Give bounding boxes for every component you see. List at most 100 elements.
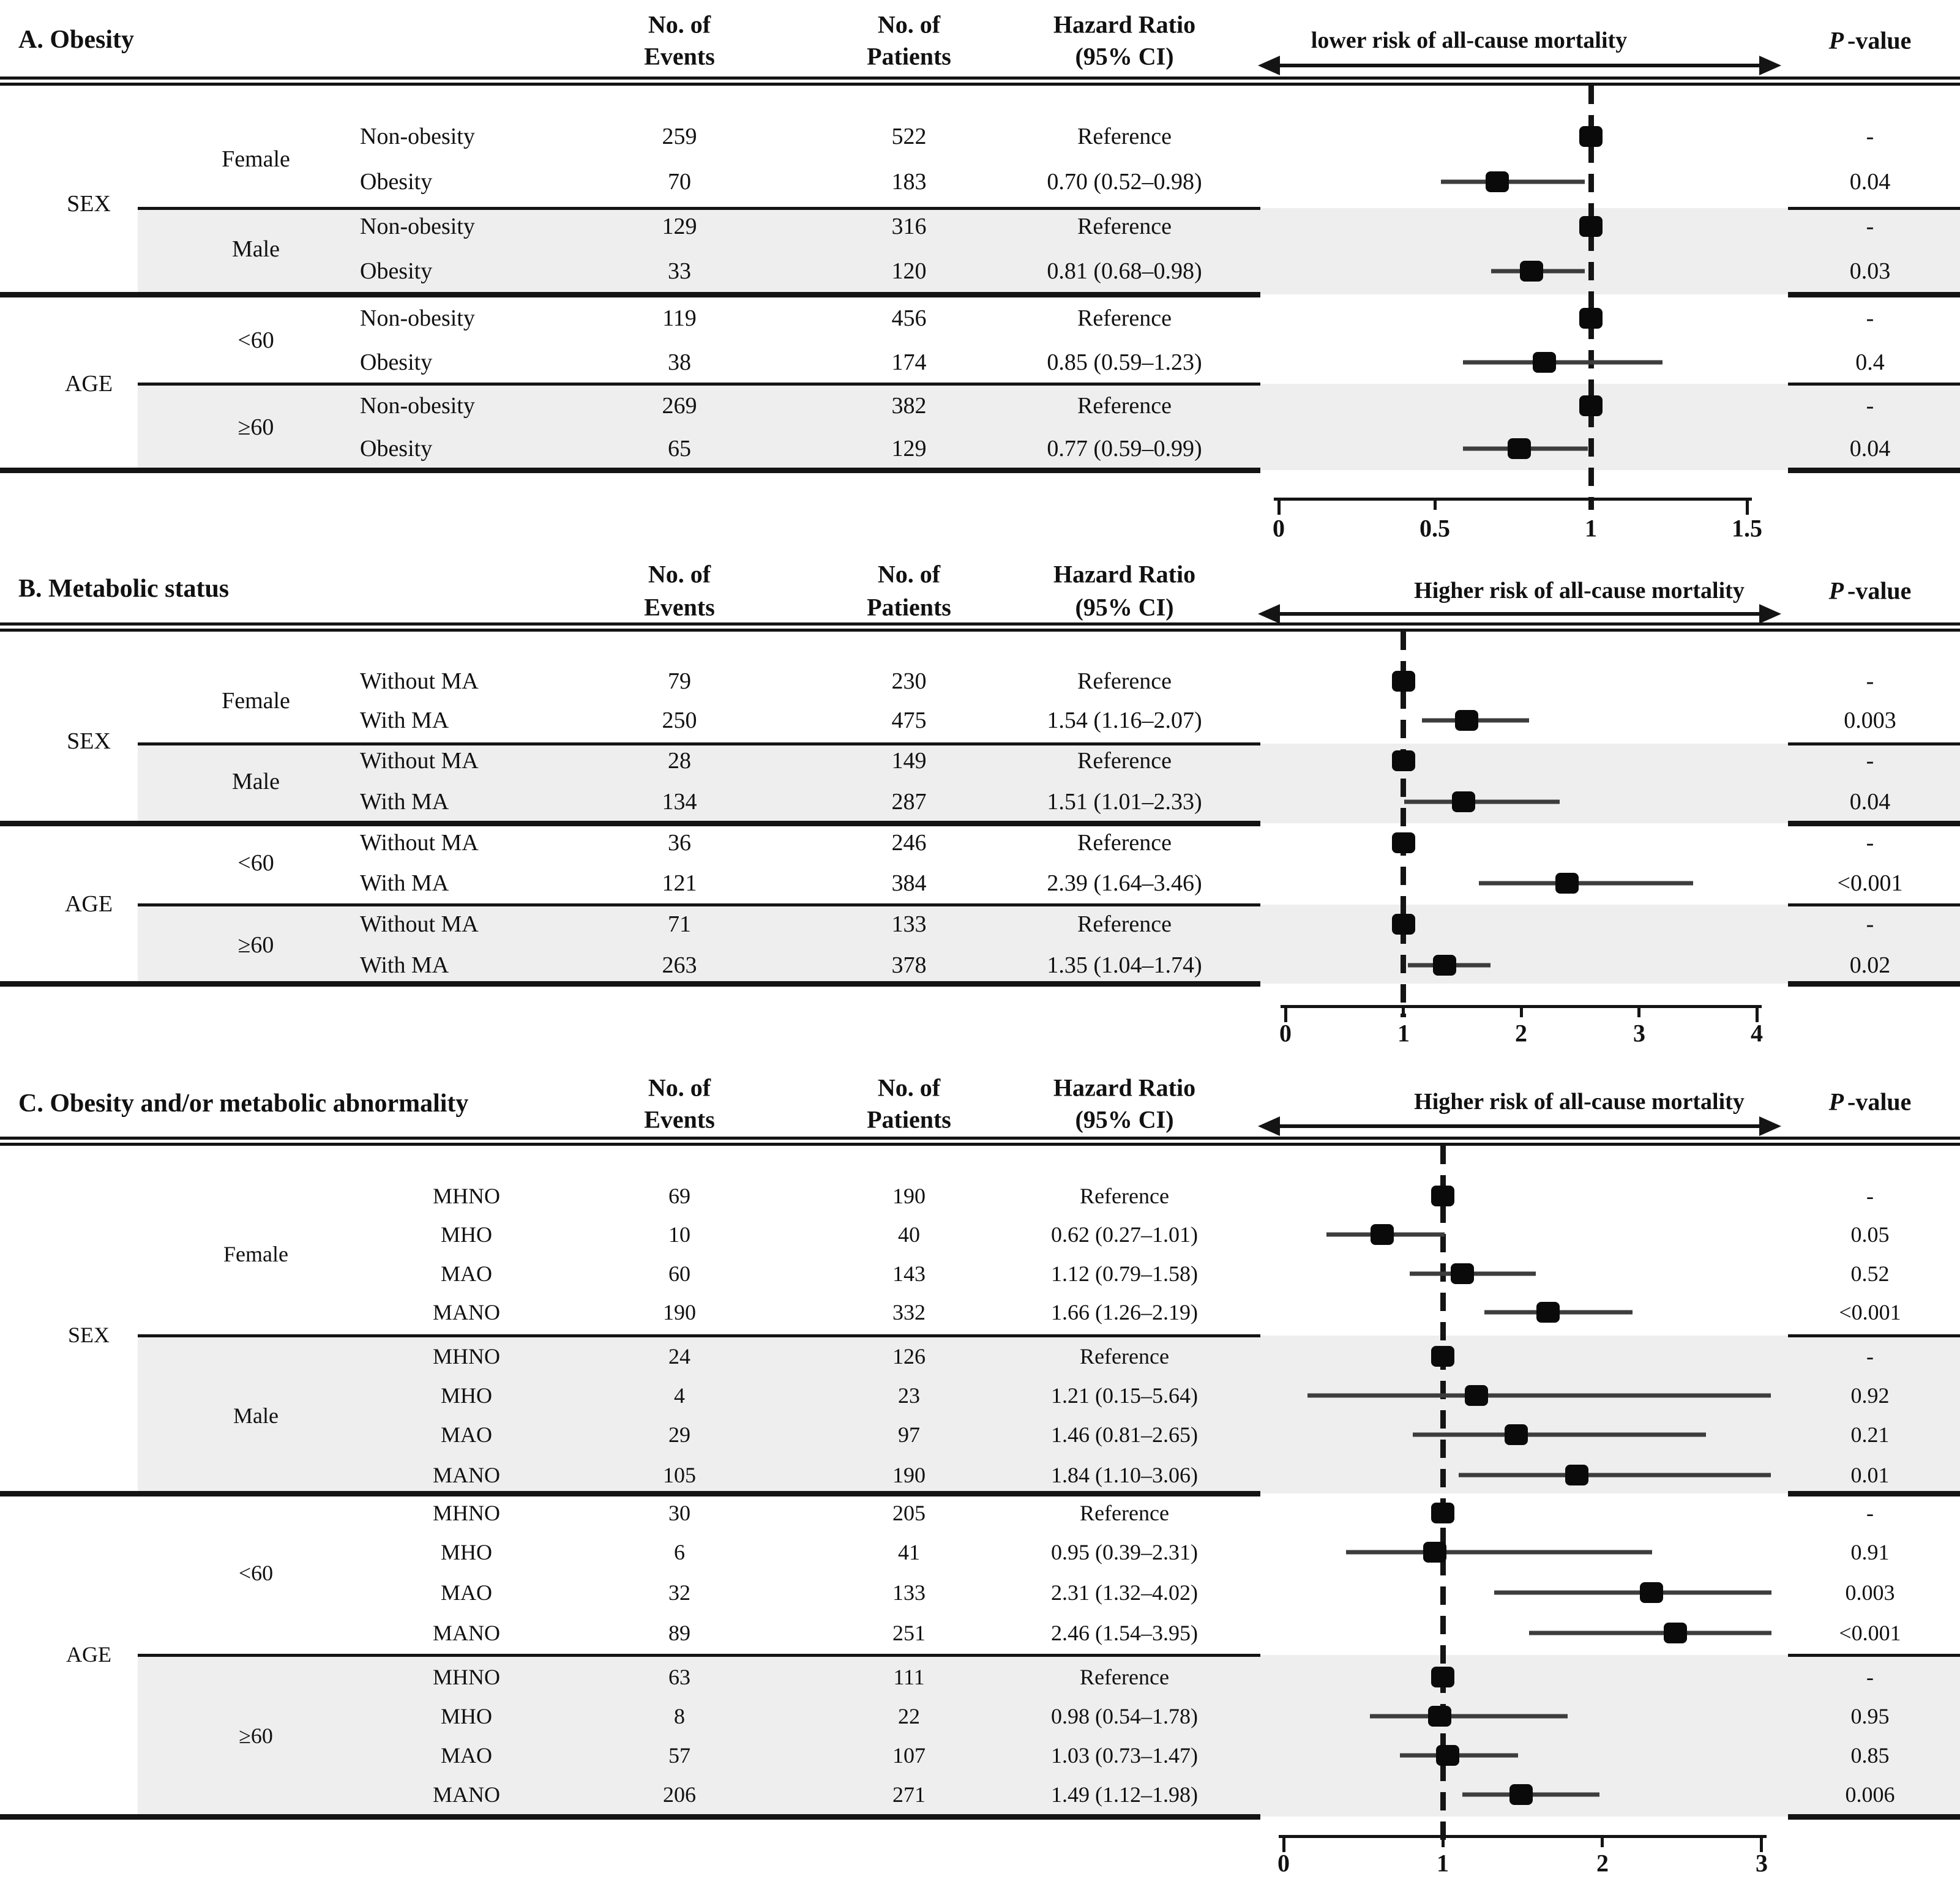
- column-header-events-line2: Events: [644, 1105, 715, 1134]
- hazard-ratio-value: 1.66 (1.26–2.19): [1051, 1300, 1198, 1324]
- hazard-ratio-value: Reference: [1077, 393, 1172, 419]
- patients-value: 384: [891, 870, 927, 896]
- divider-line: [138, 903, 1260, 906]
- divider-line: [1788, 468, 1960, 473]
- header-divider: [0, 1137, 1960, 1146]
- column-header-hazard-ratio-line1: Hazard Ratio: [1053, 560, 1196, 588]
- column-header-patients-line2: Patients: [867, 42, 951, 70]
- arm-label: With MA: [360, 789, 449, 815]
- risk-direction-label: Higher risk of all-cause mortality: [1414, 1089, 1745, 1115]
- category-label: AGE: [64, 891, 113, 917]
- forest-marker: [1452, 791, 1475, 812]
- patients-value: 183: [891, 169, 927, 195]
- forest-marker: [1536, 1302, 1560, 1323]
- events-value: 119: [662, 305, 697, 331]
- hazard-ratio-value: 0.70 (0.52–0.98): [1047, 169, 1202, 195]
- p-value: 0.85: [1850, 1743, 1890, 1768]
- patients-value: 475: [891, 708, 927, 733]
- p-value: -: [1866, 911, 1874, 937]
- axis-tick-label: 0: [1273, 514, 1285, 542]
- patients-value: 174: [891, 349, 927, 375]
- events-value: 57: [668, 1743, 690, 1768]
- header-divider: [0, 77, 1960, 86]
- ci-whisker: [1404, 799, 1560, 804]
- arrow-left-icon: [1258, 604, 1280, 624]
- category-label: SEX: [67, 728, 111, 754]
- axis-tick-label: 0: [1277, 1849, 1290, 1877]
- arrow-left-icon: [1258, 56, 1280, 75]
- axis-tick-label: 0.5: [1420, 514, 1450, 542]
- arm-label: Non-obesity: [360, 214, 475, 239]
- events-value: 134: [662, 789, 697, 815]
- p-value: 0.91: [1850, 1540, 1890, 1564]
- axis-line: [1279, 1835, 1767, 1838]
- p-value: <0.001: [1839, 1300, 1901, 1324]
- events-value: 71: [668, 911, 691, 937]
- panel-title: C. Obesity and/or metabolic abnormality: [18, 1089, 469, 1118]
- divider-line: [0, 292, 1260, 297]
- events-value: 105: [663, 1463, 696, 1487]
- p-value: -: [1866, 1501, 1874, 1525]
- risk-direction-label: lower risk of all-cause mortality: [1311, 28, 1628, 53]
- hazard-ratio-value: Reference: [1077, 830, 1172, 856]
- forest-marker: [1431, 1186, 1454, 1206]
- forest-marker: [1664, 1623, 1687, 1643]
- patients-value: 107: [892, 1743, 926, 1768]
- patients-value: 126: [892, 1344, 926, 1369]
- patients-value: 41: [898, 1540, 920, 1564]
- axis-tick: [1746, 498, 1749, 515]
- hazard-ratio-value: 0.98 (0.54–1.78): [1051, 1704, 1198, 1728]
- axis-line: [1274, 498, 1752, 501]
- p-value-header-rest: -value: [1847, 1088, 1912, 1116]
- p-value: -: [1866, 393, 1874, 419]
- events-value: 69: [668, 1184, 690, 1208]
- ci-whisker: [1529, 1631, 1771, 1635]
- events-value: 24: [668, 1344, 690, 1369]
- ci-whisker: [1494, 1590, 1771, 1595]
- p-value: 0.03: [1849, 258, 1891, 284]
- divider-line: [0, 1814, 1260, 1820]
- forest-marker: [1505, 1424, 1528, 1445]
- arm-label: MAO: [440, 1261, 493, 1286]
- events-value: 129: [662, 214, 697, 239]
- p-value: 0.05: [1850, 1222, 1890, 1247]
- ci-whisker: [1479, 881, 1693, 886]
- arm-label: MANO: [432, 1463, 501, 1487]
- p-value: -: [1866, 1665, 1874, 1689]
- forest-marker: [1579, 308, 1603, 329]
- row-shading: [138, 1655, 1960, 1817]
- p-value: 0.006: [1845, 1782, 1895, 1807]
- axis-tick: [1760, 1835, 1763, 1852]
- column-header-patients-line2: Patients: [867, 1105, 951, 1134]
- arm-label: Non-obesity: [360, 124, 475, 149]
- events-value: 4: [674, 1383, 685, 1408]
- column-header-hazard-ratio-line1: Hazard Ratio: [1053, 10, 1196, 39]
- arm-label: Without MA: [360, 668, 479, 694]
- hazard-ratio-value: Reference: [1077, 668, 1172, 694]
- axis-tick: [1520, 1005, 1523, 1017]
- hazard-ratio-value: 1.21 (0.15–5.64): [1051, 1383, 1198, 1408]
- divider-line: [138, 1334, 1260, 1337]
- patients-value: 22: [898, 1704, 920, 1728]
- hazard-ratio-value: Reference: [1080, 1344, 1169, 1369]
- events-value: 28: [668, 748, 691, 774]
- p-value: 0.95: [1850, 1704, 1890, 1728]
- arm-label: With MA: [360, 952, 449, 978]
- events-value: 259: [662, 124, 697, 149]
- arm-label: Obesity: [360, 258, 433, 284]
- divider-line: [0, 821, 1260, 826]
- column-header-patients-line1: No. of: [877, 560, 941, 588]
- reference-line: [1401, 632, 1406, 1017]
- p-value: -: [1866, 748, 1874, 774]
- divider-line: [1788, 383, 1960, 386]
- hazard-ratio-value: 2.31 (1.32–4.02): [1051, 1580, 1198, 1605]
- forest-marker: [1431, 1503, 1454, 1523]
- events-value: 8: [674, 1704, 685, 1728]
- hazard-ratio-value: 1.35 (1.04–1.74): [1047, 952, 1202, 978]
- ci-whisker: [1346, 1550, 1652, 1555]
- patients-value: 133: [892, 1580, 926, 1605]
- forest-marker: [1508, 438, 1531, 459]
- column-header-hazard-ratio-line1: Hazard Ratio: [1053, 1074, 1196, 1102]
- axis-tick-label: 1: [1585, 514, 1597, 542]
- ci-whisker: [1463, 360, 1663, 365]
